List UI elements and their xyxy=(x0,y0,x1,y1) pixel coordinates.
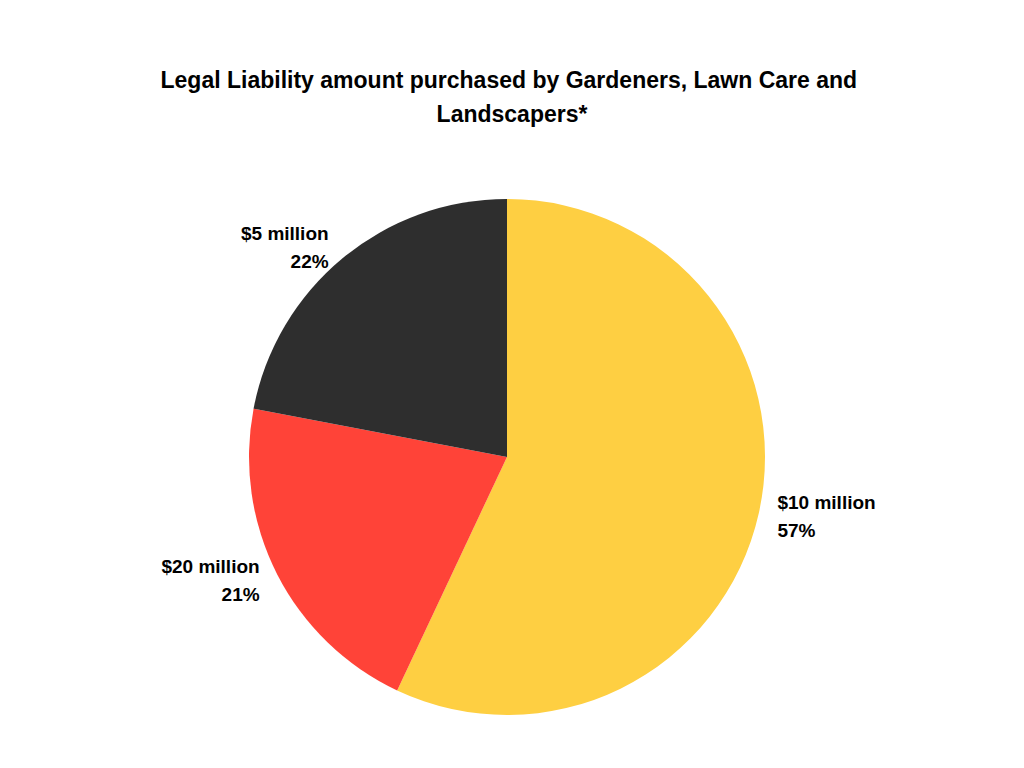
svg-text:Legal Liability amount purchas: Legal Liability amount purchased by Gard… xyxy=(161,67,864,93)
svg-text:$10 million: $10 million xyxy=(777,492,875,513)
svg-text:$5 million: $5 million xyxy=(241,223,329,244)
svg-text:21%: 21% xyxy=(222,584,260,605)
svg-text:57%: 57% xyxy=(777,520,815,541)
svg-text:$20 million: $20 million xyxy=(161,556,259,577)
svg-text:Landscapers*: Landscapers* xyxy=(437,101,588,127)
svg-text:22%: 22% xyxy=(291,251,329,272)
